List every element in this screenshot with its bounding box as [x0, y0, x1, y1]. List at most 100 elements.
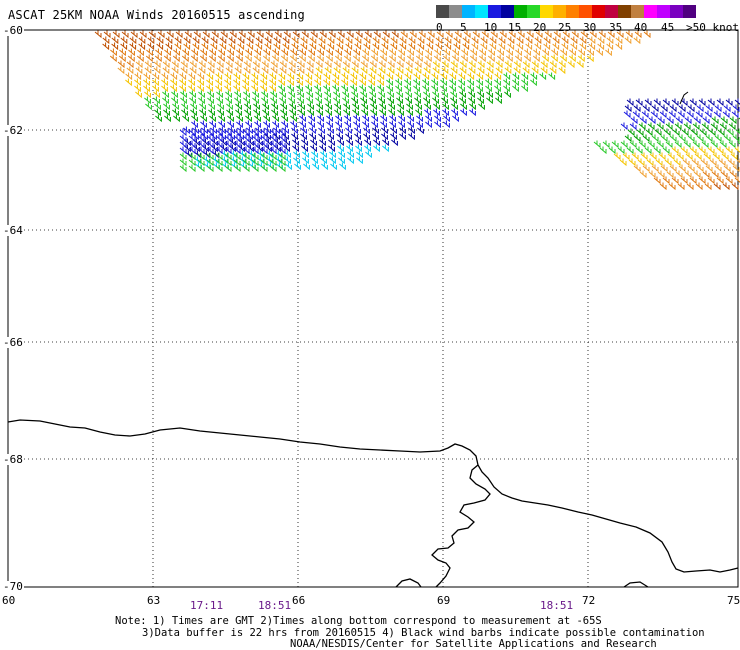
wind-barb [180, 96, 187, 105]
wind-barb [508, 30, 516, 39]
wind-barb [405, 66, 413, 75]
wind-barb [266, 150, 273, 159]
wind-barb [449, 78, 456, 87]
wind-barb [513, 66, 521, 75]
wind-barb [291, 36, 299, 45]
wind-barb [593, 140, 601, 149]
wind-barb [188, 140, 196, 149]
wind-barb [526, 30, 534, 39]
small-barb-mark [679, 91, 689, 105]
wind-barb [217, 102, 224, 111]
wind-barb [559, 54, 567, 63]
wind-barb [287, 78, 294, 87]
wind-barb [450, 60, 458, 69]
wind-barb [143, 72, 151, 81]
wind-barb [324, 96, 331, 105]
wind-barb [179, 140, 187, 149]
wind-barb [515, 48, 522, 57]
wind-barb [130, 30, 138, 39]
lon-label-72: 72 [582, 594, 596, 607]
wind-barb [261, 90, 268, 99]
wind-barb [531, 66, 539, 75]
wind-barb [271, 108, 278, 117]
wind-barb [247, 30, 255, 39]
wind-barb [269, 146, 277, 155]
wind-barb [414, 90, 421, 99]
wind-barb [300, 126, 307, 135]
wind-barb [251, 140, 259, 149]
wind-barb [323, 84, 330, 93]
wind-barb [684, 170, 692, 179]
wind-barb [153, 96, 160, 105]
wind-barb [516, 42, 524, 51]
wind-barb [254, 114, 261, 123]
wind-barb [382, 30, 390, 39]
wind-barb [279, 90, 286, 99]
wind-barb [478, 102, 485, 111]
wind-barb [188, 134, 196, 143]
wind-barb [215, 164, 223, 173]
wind-barb [444, 42, 452, 51]
wind-barb [624, 36, 632, 45]
wind-barb [548, 72, 556, 81]
wind-barb [305, 84, 312, 93]
wind-barb [319, 144, 326, 153]
wind-barb [188, 146, 196, 155]
wind-barb [281, 114, 288, 123]
wind-barb [587, 48, 594, 57]
wind-barb [666, 116, 674, 125]
wind-barb [237, 42, 245, 51]
wind-barb [617, 146, 625, 155]
wind-barb [181, 54, 189, 63]
wind-barb [345, 132, 352, 141]
wind-barb [207, 90, 214, 99]
wind-barb [229, 30, 237, 39]
wind-barb [225, 60, 233, 69]
wind-barb [341, 84, 348, 93]
wind-barb [344, 114, 351, 123]
wind-barb [386, 72, 394, 81]
wind-barb [233, 158, 241, 167]
wind-barb [325, 54, 333, 63]
wind-barb [494, 84, 501, 93]
wind-barb [319, 138, 326, 147]
wind-barb [162, 90, 169, 99]
wind-barb [408, 126, 415, 135]
wind-barb [377, 78, 384, 87]
wind-barb [327, 132, 334, 141]
wind-barb [128, 48, 135, 57]
wind-barb [416, 120, 423, 129]
wind-barb [309, 36, 317, 45]
wind-barb [669, 164, 677, 173]
wind-barb [673, 158, 681, 167]
wind-barb [179, 72, 187, 81]
wind-barb [381, 42, 389, 51]
wind-barb [632, 110, 640, 119]
wind-barb [172, 108, 179, 117]
wind-barb [579, 36, 587, 45]
wind-barb [645, 128, 653, 137]
wind-barb [588, 42, 596, 51]
wind-barb [558, 66, 566, 75]
time-label-1: 17:11 [190, 599, 224, 612]
wind-barb [524, 48, 531, 57]
wind-barb [445, 30, 453, 39]
wind-barb [224, 134, 232, 143]
wind-barb [236, 114, 243, 123]
wind-barb [433, 54, 441, 63]
wind-barb [363, 126, 370, 135]
wind-barb [263, 120, 270, 129]
wind-barb [228, 36, 236, 45]
wind-barb [345, 36, 353, 45]
wind-barb [678, 134, 686, 143]
wind-barb [147, 36, 155, 45]
wind-barb [260, 152, 268, 161]
wind-barb [550, 54, 558, 63]
colorbar-tick-label: 40 [634, 21, 648, 34]
wind-barb [296, 78, 303, 87]
wind-barb [297, 60, 305, 69]
wind-barb [179, 164, 187, 173]
wind-barb [199, 108, 206, 117]
wind-barb [543, 36, 551, 45]
wind-barb [347, 150, 354, 159]
